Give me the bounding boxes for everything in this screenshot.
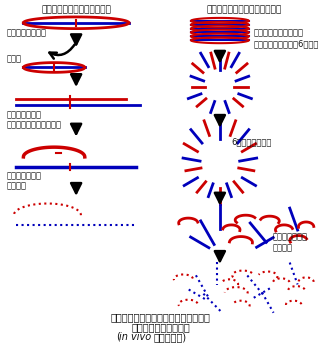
Text: 発芽における分解機構: 発芽における分解機構 (131, 322, 190, 332)
Text: 分断化: 分断化 (6, 54, 21, 63)
Text: 分子内・分子間
ジスルフィド結合の切断: 分子内・分子間 ジスルフィド結合の切断 (6, 110, 61, 130)
Text: プロテインボディでの
コンパクトな収納（6量体）: プロテインボディでの コンパクトな収納（6量体） (253, 29, 319, 48)
Text: アミノ酸レベル
への分解: アミノ酸レベル への分解 (273, 233, 308, 252)
Text: での応用例): での応用例) (154, 332, 187, 342)
Text: (: ( (116, 332, 120, 342)
Text: サブユニットの状態（予想図）: サブユニットの状態（予想図） (206, 5, 281, 14)
Text: in vivo: in vivo (119, 332, 152, 342)
Text: 6量体構造の崩壊: 6量体構造の崩壊 (231, 138, 272, 147)
Text: グルテリン蛋白質: グルテリン蛋白質 (6, 29, 46, 37)
Text: グルテリン分子単位での分解: グルテリン分子単位での分解 (41, 5, 111, 14)
Text: アミノ酸レベル
への分解: アミノ酸レベル への分解 (6, 171, 41, 191)
Text: 図３．　イネ貯藏蛋白質グルテリンの: 図３． イネ貯藏蛋白質グルテリンの (111, 312, 210, 322)
